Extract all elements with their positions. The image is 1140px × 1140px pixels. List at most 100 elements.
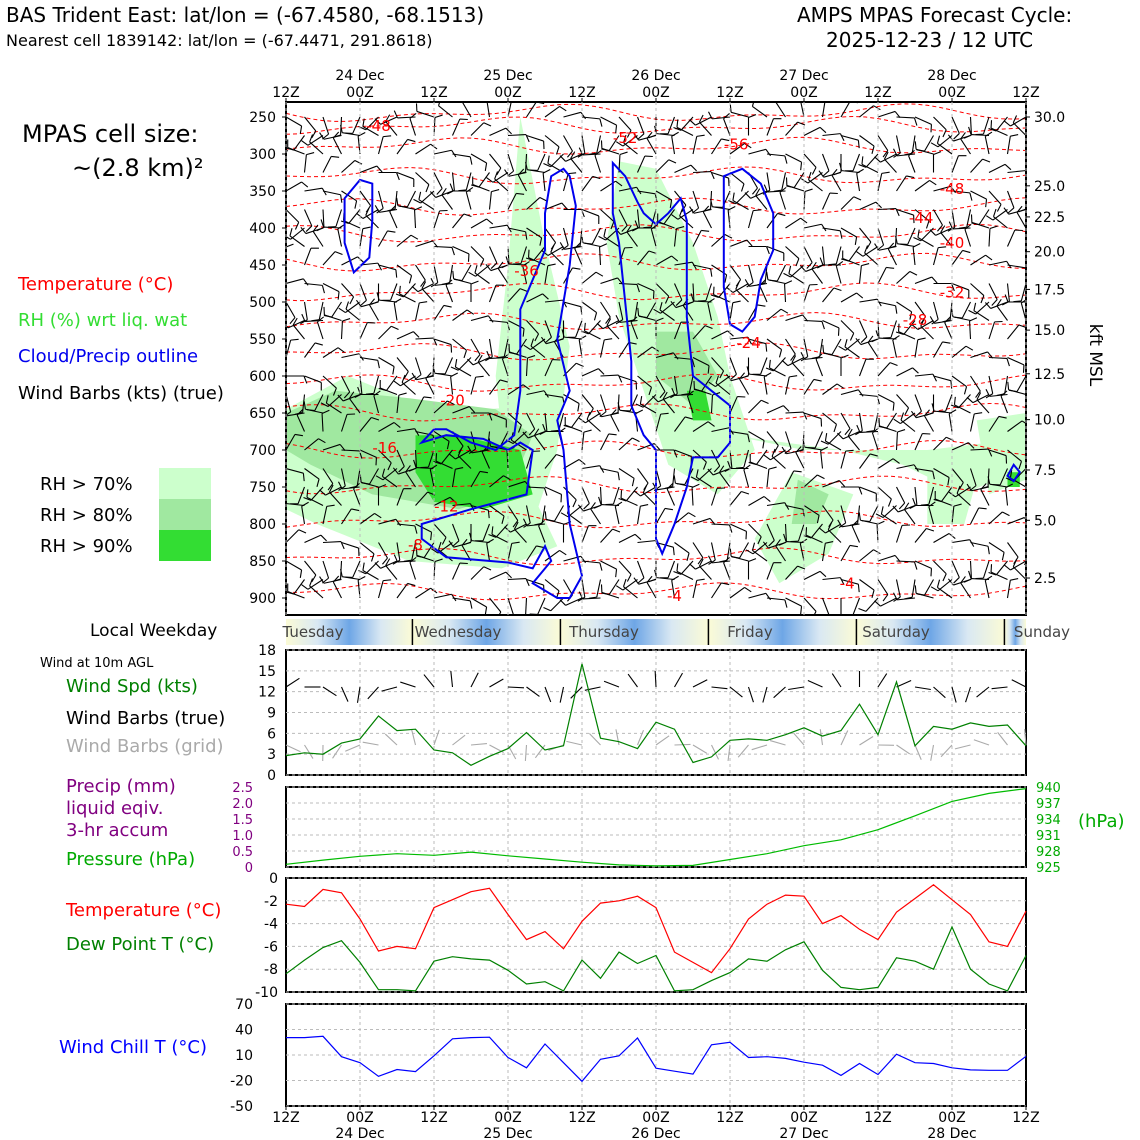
wind-barb <box>451 523 460 542</box>
wind-barb <box>996 305 1008 321</box>
wind-barb <box>600 116 617 126</box>
wind-barb <box>667 560 676 579</box>
wind-barb-flag <box>695 469 699 478</box>
wind-barb <box>433 400 448 414</box>
weekday-label: Local Weekday <box>90 621 218 641</box>
wind-barb-flag <box>409 112 417 119</box>
wind-barb-flag <box>646 131 653 139</box>
wind-barb-flag <box>517 168 525 176</box>
wind-barb <box>406 190 416 208</box>
wind-barb <box>287 147 305 155</box>
wind-barbs-grid-label: Wind Barbs (grid) <box>66 736 224 757</box>
wind-barb <box>586 419 601 432</box>
wind-barb-flag <box>577 596 586 602</box>
wind-barb-flag <box>763 372 772 378</box>
wind-barb-flag <box>319 489 326 496</box>
wind-barb-flag <box>781 446 787 455</box>
wind-barb <box>877 267 887 284</box>
wind-barb <box>915 592 934 599</box>
wind-barb <box>1016 375 1026 392</box>
wind-barb <box>694 388 712 396</box>
wind-barb-flag <box>395 172 400 181</box>
wind-barb <box>900 419 916 432</box>
wind-barb-flag <box>775 102 777 103</box>
wind-barb-flag <box>1001 552 1005 561</box>
wind-barb <box>309 141 324 155</box>
wind-barb-flag <box>723 112 730 120</box>
wind-barb-flag <box>895 235 898 244</box>
pressure-tick-label: 450 <box>249 258 276 274</box>
wind-barb <box>766 308 782 321</box>
wind-barb-flag <box>653 443 661 450</box>
wind-barb-flag <box>474 354 481 362</box>
wind-barb-flag <box>727 206 736 211</box>
wind-barb <box>713 294 731 303</box>
wind-barb-flag <box>387 230 396 233</box>
wind-barb <box>673 283 683 301</box>
wind-barb <box>822 412 837 425</box>
wind-barb <box>489 571 507 581</box>
temp-contour-label: -12 <box>434 497 459 515</box>
wind-barb <box>822 227 841 232</box>
temp-contour-label: -4 <box>840 574 855 592</box>
temp-contour-label: -20 <box>440 392 465 410</box>
wind-barb-flag <box>664 507 673 511</box>
wind-barb <box>897 243 916 248</box>
wind-barb <box>674 261 693 266</box>
precip-tick-label: 0 <box>245 861 253 876</box>
pressure-tick-label: 940 <box>1036 781 1061 796</box>
wind-barb-flag <box>836 260 844 267</box>
wind-barb-flag <box>319 132 325 140</box>
wind-10m-barb <box>711 744 720 760</box>
wind-barb-flag <box>671 131 679 137</box>
wind-barb <box>896 116 915 119</box>
wind-barb-flag <box>574 242 581 249</box>
wind-barb <box>1007 420 1023 432</box>
wind-barb <box>470 566 485 580</box>
wind-barb-flag <box>713 465 721 473</box>
wind-barb-flag <box>815 353 823 360</box>
wind-barb-flag <box>568 172 577 175</box>
wind-barb-flag <box>414 525 418 534</box>
wind-barb-flag <box>451 149 457 158</box>
wind-barb <box>321 413 324 432</box>
wind-barb <box>865 597 879 612</box>
wind-barb <box>673 321 682 340</box>
wind-barb <box>911 579 916 598</box>
bottom-tick-label: 12Z <box>716 1110 743 1126</box>
wind-barb-flag <box>857 584 860 593</box>
wind-barb-flag <box>449 496 457 504</box>
wind-barb <box>526 486 545 489</box>
wind-barb-flag <box>301 140 309 146</box>
wind-10m-barb <box>831 673 842 688</box>
wind-barb-flag <box>334 251 343 256</box>
wind-barb <box>526 134 544 142</box>
wind-barb <box>581 525 589 543</box>
wind-barb-flag <box>855 430 863 436</box>
wind-barb <box>637 282 655 292</box>
wind-barb <box>729 302 734 321</box>
wind-barb <box>527 523 546 527</box>
cloud-outline <box>611 160 731 557</box>
wind-barb-flag <box>332 387 337 396</box>
wind-barb-flag <box>701 229 710 232</box>
wind-barb <box>935 227 953 236</box>
wind-barbs-true-label: Wind Barbs (true) <box>66 708 226 729</box>
wind-barb-flag <box>889 362 898 367</box>
wind-barb <box>373 375 380 394</box>
wind-barb <box>995 116 1008 132</box>
wind-barb <box>526 293 543 303</box>
wind-barb-flag <box>947 226 956 232</box>
wind-barb <box>732 283 749 293</box>
wind-barb <box>385 375 398 391</box>
wind-10m-barb <box>285 744 301 753</box>
wind-barb-flag <box>398 285 401 294</box>
wind-barb <box>859 393 878 397</box>
wind-barb <box>574 248 583 266</box>
wind-barb <box>599 339 605 358</box>
wind-barb <box>623 586 638 599</box>
wind-barb <box>914 116 932 125</box>
wind-barb <box>788 273 805 284</box>
wind-barb-flag <box>362 226 371 230</box>
wind-barb <box>329 491 342 506</box>
